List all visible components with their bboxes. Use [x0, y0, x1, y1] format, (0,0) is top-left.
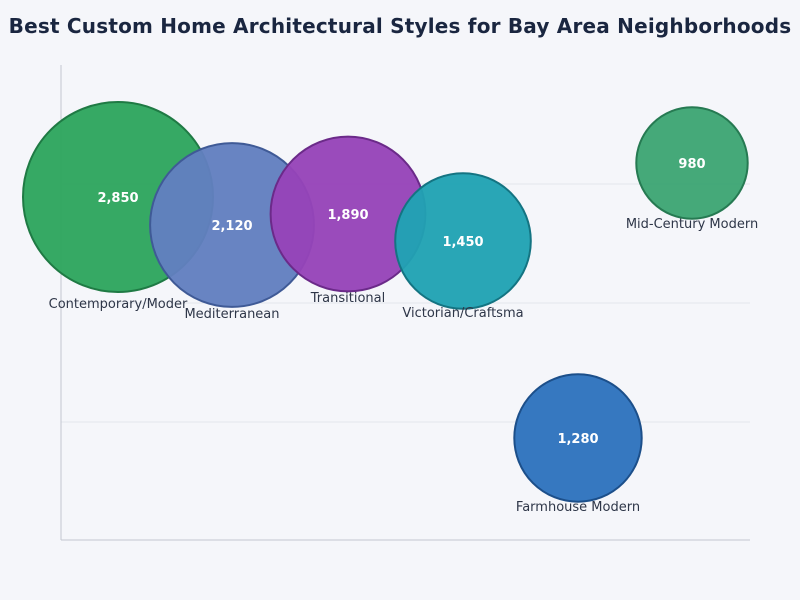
bubble-group: 980 Mid-Century Modern: [626, 106, 758, 232]
bubble-value-label: 2,850: [97, 191, 138, 206]
bubble-category-label: Farmhouse Modern: [516, 500, 640, 515]
bubble: [394, 172, 532, 310]
bubble-value-label: 1,450: [442, 235, 483, 250]
bubble-value-label: 1,890: [327, 208, 368, 223]
bubble-category-label: Transitional: [310, 291, 385, 306]
bubble-group: 1,450 Victorian/Craftsma: [394, 172, 532, 321]
bubble-category-label: Victorian/Craftsma: [402, 306, 523, 321]
bubble-category-label: Mediterranean: [184, 307, 279, 322]
bubble-value-label: 2,120: [211, 219, 252, 234]
bubble-value-label: 1,280: [557, 432, 598, 447]
bubble-series: 2,850 Contemporary/Moder 2,120 Mediterranea…: [22, 101, 758, 515]
bubble-value-label: 980: [678, 157, 705, 172]
chart-title: Best Custom Home Architectural Styles fo…: [8, 14, 792, 38]
bubble: [635, 106, 749, 220]
bubble-category-label: Contemporary/Moder: [49, 297, 188, 312]
bubble-group: 1,280 Farmhouse Modern: [513, 373, 643, 515]
bubble-category-label: Mid-Century Modern: [626, 217, 758, 232]
bubble: [513, 373, 643, 503]
